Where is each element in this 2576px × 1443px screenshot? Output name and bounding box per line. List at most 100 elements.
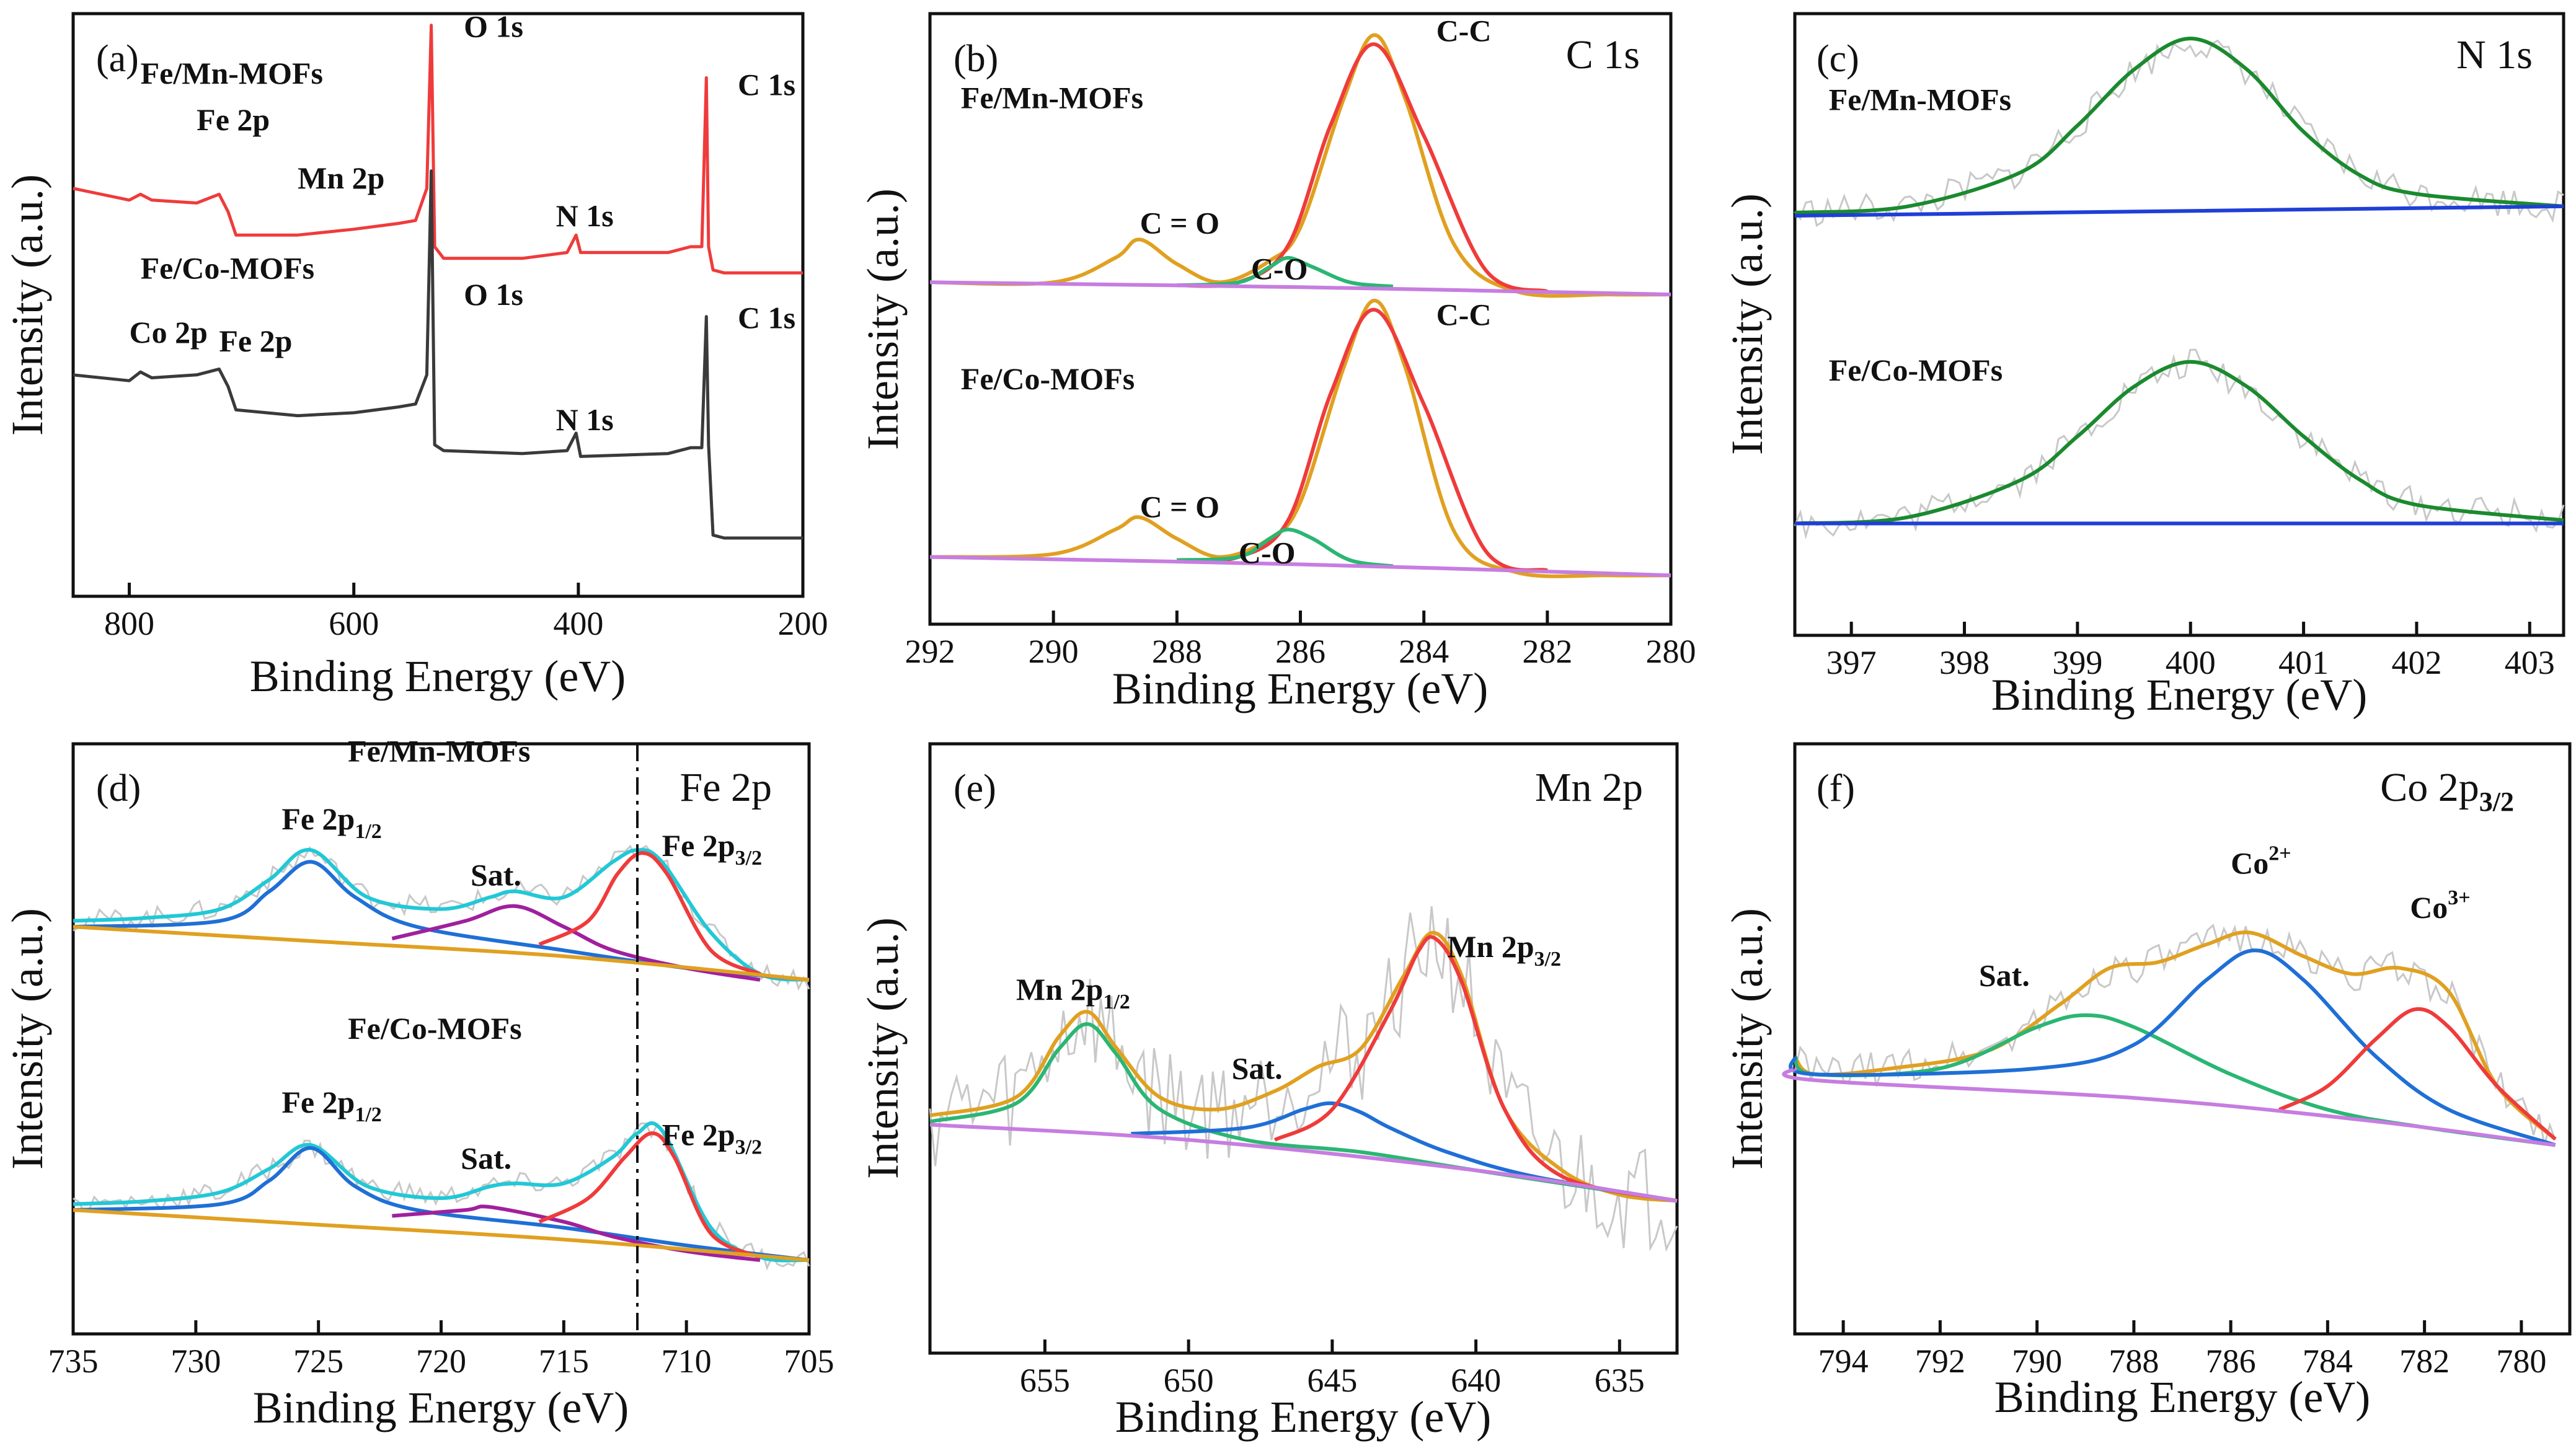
annotation-label: C-C <box>1436 13 1492 48</box>
series-sat <box>1793 1013 2556 1147</box>
series-fe-mn-mofs-c-o <box>1177 256 1394 289</box>
annotation-label: Sat. <box>1979 958 2030 992</box>
panel-d-title: Fe 2p <box>680 765 772 810</box>
panel-e-frame <box>928 742 1679 1355</box>
annotation-label: O 1s <box>464 9 523 44</box>
tick-label: 788 <box>2109 1343 2159 1380</box>
panel-e-plot: 655 650 645 640 635 Mn 2p1/2 Sat. Mn 2p3/2 <box>929 906 1678 1399</box>
series-fe-co-mofs-fe-2p3-2 <box>538 1131 761 1259</box>
annotation-label: Fe/Co-MOFs <box>348 1011 521 1046</box>
tick-label: 786 <box>2206 1343 2256 1380</box>
annotation-label: C 1s <box>738 68 795 102</box>
annotation-label: Fe/Mn-MOFs <box>961 81 1143 115</box>
panel-d-ylabel: Intensity (a.u.) <box>2 908 52 1170</box>
tick-label: 794 <box>1818 1343 1869 1380</box>
annotation-label: Sat. <box>1232 1051 1283 1086</box>
panel-b-title: C 1s <box>1566 32 1640 77</box>
tick-label: 290 <box>1029 633 1079 670</box>
panel-c-title: N 1s <box>2456 32 2533 77</box>
tick-label: 286 <box>1275 633 1326 670</box>
panel-a-frame <box>71 12 805 598</box>
series-fe-mn-mofs-baseline <box>1794 204 2564 218</box>
annotation-label: C-C <box>1436 297 1492 332</box>
annotation-label: Co 2p <box>130 315 208 350</box>
panel-b-plot: 292 290 288 286 284 282 280 Fe/Mn-MOFs C = O C-O C… <box>905 13 1696 670</box>
tick-label: 400 <box>2166 644 2216 681</box>
panel-f-label: (f) <box>1817 767 1855 810</box>
annotation-label: C = O <box>1140 490 1220 524</box>
annotation-label: C-O <box>1251 251 1308 286</box>
annotation-label: Fe/Mn-MOFs <box>141 56 323 90</box>
tick-label: 735 <box>48 1343 99 1380</box>
tick-label: 655 <box>1020 1362 1070 1399</box>
tick-label: 399 <box>2052 644 2102 681</box>
series-baseline <box>1782 1066 2556 1147</box>
tick-label: 292 <box>905 633 955 670</box>
series-fe-mn-mofs-envelope <box>929 33 1671 298</box>
series-fe-mn-mofs-baseline <box>73 925 810 982</box>
tick-label: 730 <box>170 1343 221 1380</box>
tick-label: 800 <box>104 605 154 642</box>
panel-a-xlabel: Binding Energy (eV) <box>250 651 626 701</box>
tick-label: 398 <box>1939 644 1990 681</box>
panel-b: 292 290 288 286 284 282 280 Fe/Mn-MOFs C = O C-O C… <box>858 12 1696 713</box>
annotation-label: Fe/Co-MOFs <box>961 361 1135 396</box>
panel-c: 397 398 399 400 401 402 403 Fe/Mn-MOFs Fe/Co-MOF… <box>1722 12 2565 720</box>
tick-label: 400 <box>553 605 603 642</box>
tick-label: 792 <box>1915 1343 1965 1380</box>
annotation-label: Fe 2p3/2 <box>662 1117 763 1158</box>
series-fe-co-mofs-c-c <box>1177 307 1548 573</box>
panel-a-plot: 800 600 400 200 Fe/Mn-MOFs Fe 2p Mn 2p O 1s N 1s… <box>73 9 828 642</box>
series-mn-2p3-2 <box>1273 935 1678 1203</box>
panel-d-xlabel: Binding Energy (eV) <box>253 1383 629 1432</box>
annotation-label: C-O <box>1239 536 1296 570</box>
tick-label: 200 <box>778 605 828 642</box>
series-baseline <box>929 1123 1678 1203</box>
tick-label: 635 <box>1595 1362 1645 1399</box>
panel-e-label: (e) <box>954 767 996 810</box>
annotation-label: O 1s <box>464 277 523 312</box>
panel-c-xlabel: Binding Energy (eV) <box>1991 670 2368 720</box>
tick-label: 600 <box>329 605 379 642</box>
tick-label: 640 <box>1451 1362 1501 1399</box>
annotation-label: Fe 2p1/2 <box>281 801 381 843</box>
series-fe-mn-mofs-fe-2p3-2 <box>538 851 761 976</box>
panel-b-ylabel: Intensity (a.u.) <box>858 188 908 450</box>
tick-label: 284 <box>1399 633 1449 670</box>
annotation-label: Sat. <box>461 1141 511 1175</box>
panel-a-label: (a) <box>96 38 139 80</box>
annotation-label: N 1s <box>556 198 614 233</box>
panel-d-label: (d) <box>96 767 141 810</box>
panel-c-frame <box>1793 12 2565 637</box>
tick-label: 645 <box>1307 1362 1357 1399</box>
panel-f-ylabel: Intensity (a.u.) <box>1722 908 1772 1170</box>
annotation-label: Fe/Co-MOFs <box>141 251 314 286</box>
annotation-label: Fe 2p <box>219 324 292 358</box>
annotation-label: Fe 2p1/2 <box>281 1085 381 1126</box>
tick-label: 705 <box>784 1343 834 1380</box>
annotation-label: Mn 2p3/2 <box>1447 929 1561 971</box>
series-fe-co-mofs-baseline <box>73 1208 810 1262</box>
annotation-label: Sat. <box>471 857 521 892</box>
annotation-label: C 1s <box>738 301 795 335</box>
series-envelope <box>1793 930 2557 1141</box>
panel-f-title: Co 2p3/2 <box>2380 765 2514 817</box>
series-fe-co-mofs-baseline <box>929 555 1671 578</box>
raw-data-line <box>1794 39 2564 227</box>
tick-label: 790 <box>2012 1343 2062 1380</box>
annotation-label: Fe/Mn-MOFs <box>348 734 530 769</box>
annotation-label: Co3+ <box>2410 886 2470 925</box>
tick-label: 280 <box>1646 633 1696 670</box>
tick-label: 782 <box>2399 1343 2450 1380</box>
annotation-label: C = O <box>1140 206 1220 240</box>
series-fe-co-mofs-c-o <box>1177 527 1394 568</box>
series-fe-mn-mofs-envelope <box>73 848 810 982</box>
panel-b-label: (b) <box>954 38 998 80</box>
panel-e-title: Mn 2p <box>1535 765 1643 810</box>
annotation-label: N 1s <box>556 402 614 437</box>
annotation-label: Mn 2p <box>298 161 384 195</box>
panel-c-ylabel: Intensity (a.u.) <box>1722 193 1772 455</box>
tick-label: 780 <box>2496 1343 2546 1380</box>
panel-a: 800 600 400 200 Fe/Mn-MOFs Fe 2p Mn 2p O 1s N 1s… <box>2 9 828 701</box>
